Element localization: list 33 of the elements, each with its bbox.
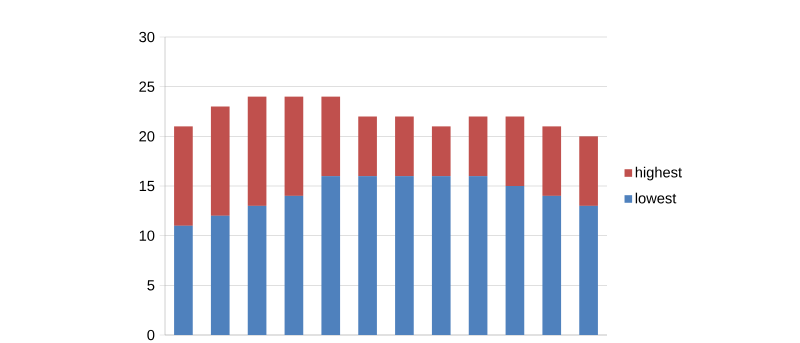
bar [468,176,488,335]
bar [432,126,451,176]
bar [210,106,230,216]
bar [506,116,524,186]
bar [432,176,451,335]
y-tick-label: 0 [147,330,154,340]
bar [542,126,562,196]
bar [506,186,524,335]
bar [284,196,304,335]
bar [210,216,230,335]
y-tick-label: 30 [139,32,154,42]
bar [395,176,414,335]
bar [284,96,304,196]
y-tick-label: 20 [139,131,154,142]
y-tick-label: 5 [147,280,154,290]
bar [579,136,598,206]
bar [358,176,377,335]
bar [579,206,598,335]
legend-label: lowest [636,192,676,204]
bar [248,206,266,335]
bar [174,126,193,226]
y-tick-label: 10 [140,230,154,241]
bar [321,176,340,335]
bar [395,116,414,176]
legend-label: highest [636,166,682,180]
bar [248,96,266,206]
bar [468,116,488,176]
bar [542,196,562,335]
bar [174,226,193,335]
y-tick-label: 25 [139,81,154,92]
bar [321,96,340,176]
bar [358,116,377,176]
y-tick-label: 15 [140,180,154,192]
